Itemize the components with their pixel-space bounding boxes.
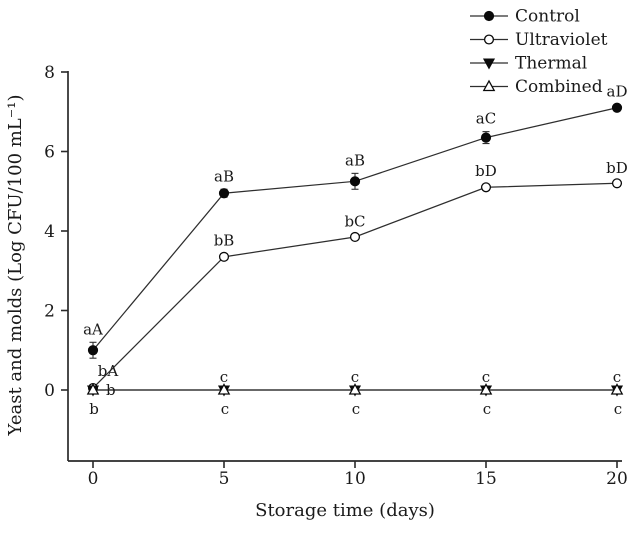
point-label-ultraviolet-d20: bD xyxy=(606,159,628,177)
axes: 0 2 4 6 8 0 5 10 15 20 xyxy=(44,63,628,489)
marker-open-circle xyxy=(483,34,495,45)
series-lines xyxy=(92,107,618,391)
legend-label: Thermal xyxy=(515,54,587,74)
point-label-thermal-d15: c xyxy=(482,368,490,386)
y-tick-label: 2 xyxy=(44,302,55,322)
point-label-ultraviolet-d10: bC xyxy=(344,213,365,231)
marker-filled-circle xyxy=(480,132,492,143)
marker-open-triangle-up xyxy=(348,383,362,395)
marker-open-circle xyxy=(218,251,230,262)
point-label-control-d5: aB xyxy=(214,167,234,185)
y-tick-label: 4 xyxy=(44,222,55,242)
marker-filled-circle xyxy=(218,188,230,199)
point-label-thermal-d5: c xyxy=(220,368,228,386)
legend-item-combined: Combined xyxy=(470,77,603,97)
point-label-control-d20: aD xyxy=(607,83,628,101)
y-tick-label: 6 xyxy=(44,143,55,163)
point-label-ultraviolet-d5: bB xyxy=(214,232,235,250)
marker-filled-circle xyxy=(87,345,99,356)
marker-filled-circle xyxy=(483,10,495,22)
legend-label: Control xyxy=(515,7,580,27)
point-label-control-d10: aB xyxy=(345,151,365,169)
legend-item-thermal: Thermal xyxy=(470,54,587,74)
marker-open-triangle-up xyxy=(610,383,624,395)
marker-open-circle xyxy=(480,182,492,193)
y-axis-title: Yeast and molds (Log CFU/100 mL⁻¹) xyxy=(5,95,26,437)
marker-open-triangle-up xyxy=(479,383,493,395)
point-label-thermal-d0: b xyxy=(106,381,116,399)
legend: Control Ultraviolet Thermal Combined xyxy=(470,7,608,97)
marker-open-circle xyxy=(611,178,623,189)
point-label-control-d0: aA xyxy=(83,320,103,338)
x-tick-label: 15 xyxy=(475,469,497,489)
legend-item-ultraviolet: Ultraviolet xyxy=(470,30,608,50)
legend-item-control: Control xyxy=(470,7,580,27)
point-label-control-d15: aC xyxy=(476,110,496,128)
point-label-combined-d15: c xyxy=(483,400,491,418)
point-label-combined-d10: c xyxy=(352,400,360,418)
x-tick-label: 10 xyxy=(344,469,366,489)
point-label-thermal-d20: c xyxy=(613,368,621,386)
x-tick-label: 0 xyxy=(88,469,99,489)
x-axis-title: Storage time (days) xyxy=(255,500,435,521)
point-label-thermal-d10: c xyxy=(351,368,359,386)
data-markers xyxy=(86,102,624,397)
y-tick-label: 8 xyxy=(44,63,55,83)
marker-open-triangle-up xyxy=(482,79,496,92)
marker-filled-triangle-down xyxy=(482,58,496,70)
point-label-ultraviolet-d0: bA xyxy=(98,362,119,380)
point-label-ultraviolet-d15: bD xyxy=(475,162,497,180)
point-label-combined-d5: c xyxy=(221,400,229,418)
legend-label: Combined xyxy=(515,77,603,97)
marker-open-circle xyxy=(349,231,361,243)
point-label-combined-d0: b xyxy=(89,400,99,418)
point-label-combined-d20: c xyxy=(614,400,622,418)
error-bars xyxy=(89,104,621,391)
marker-filled-circle xyxy=(611,102,623,113)
x-tick-label: 5 xyxy=(219,469,230,489)
y-tick-label: 0 xyxy=(44,381,55,401)
marker-filled-circle xyxy=(349,176,361,187)
marker-open-triangle-up xyxy=(217,383,231,395)
legend-label: Ultraviolet xyxy=(515,30,608,50)
marker-open-triangle-up xyxy=(86,383,100,395)
x-tick-label: 20 xyxy=(606,469,628,489)
